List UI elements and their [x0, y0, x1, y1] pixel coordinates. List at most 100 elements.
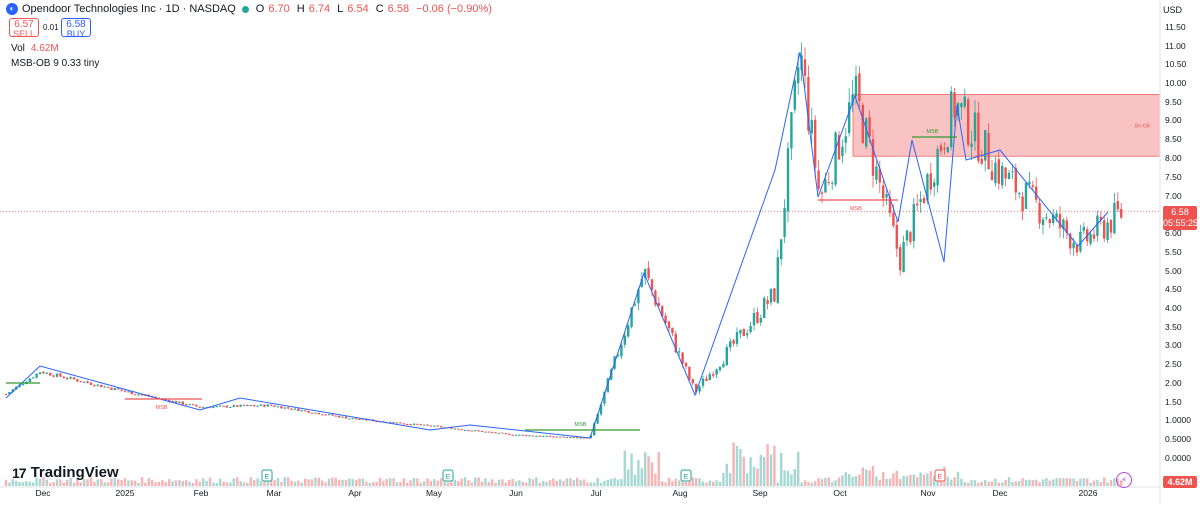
- candle-body: [191, 404, 195, 406]
- volume-bar: [365, 481, 368, 486]
- candle-body: [168, 400, 171, 402]
- candle-body: [936, 148, 939, 186]
- candle-body: [1120, 209, 1123, 218]
- candle-body: [256, 405, 259, 407]
- volume-bar: [157, 481, 161, 486]
- volume-bar: [559, 479, 562, 486]
- volume-bar: [174, 480, 178, 486]
- volume-bar: [831, 482, 834, 486]
- volume-bar: [69, 478, 72, 486]
- candle-body: [450, 427, 453, 429]
- volume-bar: [4, 479, 8, 486]
- candle-body: [246, 405, 249, 407]
- volume-bar: [385, 479, 388, 486]
- price-tick-label: 0.0000: [1165, 453, 1191, 463]
- candle-body: [280, 406, 283, 409]
- last-price-tag: 6.58 05:55:25: [1163, 206, 1198, 230]
- candle-body: [1062, 219, 1065, 229]
- close-label: C: [375, 3, 384, 15]
- candle-body: [620, 344, 623, 357]
- volume-bar: [470, 482, 473, 486]
- candle-body: [59, 373, 62, 377]
- msb-label: MSB: [156, 405, 168, 411]
- time-tick-label: 2026: [1079, 488, 1098, 498]
- candle-body: [185, 404, 188, 406]
- candle-body: [593, 423, 596, 436]
- volume-bar: [49, 482, 52, 486]
- candle-body: [1116, 201, 1119, 210]
- volume-bar: [185, 480, 188, 486]
- time-tick-label: Dec: [35, 488, 51, 498]
- symbol-header[interactable]: ◐ Opendoor Technologies Inc · 1D · NASDA…: [6, 3, 495, 15]
- earnings-marker-label: E: [938, 474, 943, 481]
- volume-bar: [956, 471, 960, 486]
- volume-bar: [698, 478, 701, 486]
- sell-button[interactable]: 6.57 SELL: [9, 18, 39, 39]
- candle-body: [491, 431, 494, 433]
- low-value: 6.54: [347, 3, 369, 15]
- volume-bar: [1038, 482, 1041, 486]
- volume-bar: [817, 478, 820, 486]
- candle-body: [419, 424, 422, 426]
- volume-bar: [715, 480, 718, 486]
- candle-body: [970, 143, 973, 147]
- candle-body: [270, 404, 273, 406]
- tradingview-logo[interactable]: 17 TradingView: [12, 464, 119, 481]
- volume-bar: [446, 482, 450, 486]
- candle-body: [715, 369, 718, 375]
- candle-body: [79, 381, 82, 383]
- volume-bar: [797, 451, 800, 486]
- candle-body: [616, 354, 620, 356]
- volume-bar: [763, 456, 766, 486]
- candle-body: [963, 96, 966, 107]
- volume-bar: [307, 479, 310, 486]
- zigzag-path: [5, 51, 1109, 439]
- indicator-legend[interactable]: MSB-OB 9 0.33 tiny: [11, 58, 100, 69]
- candle-body: [1014, 167, 1017, 193]
- volume-bar: [419, 482, 422, 486]
- candle-body: [783, 208, 786, 238]
- candle-body: [1096, 215, 1099, 236]
- volume-bar: [895, 470, 898, 486]
- candle-body: [28, 378, 31, 382]
- price-tick-label: 10.00: [1165, 78, 1187, 88]
- candle-body: [579, 437, 582, 439]
- change-value: −0.06 (−0.90%): [416, 3, 492, 15]
- volume-bar: [980, 481, 983, 486]
- volume-bar: [188, 481, 191, 486]
- candle-body: [977, 112, 980, 161]
- candle-body: [902, 241, 905, 273]
- volume-bar: [783, 470, 786, 486]
- volume-bar: [579, 480, 582, 486]
- volume-bar: [967, 482, 970, 486]
- volume-bar: [161, 480, 164, 486]
- volume-bar: [280, 482, 283, 486]
- candle-body: [293, 408, 297, 410]
- volume-bar: [1089, 482, 1092, 486]
- volume-bar: [137, 482, 140, 486]
- volume-bar: [926, 473, 929, 486]
- candle-body: [300, 410, 303, 412]
- high-label: H: [296, 3, 305, 15]
- lightning-icon[interactable]: ⚡: [1116, 472, 1132, 488]
- earnings-marker-label: E: [265, 474, 270, 481]
- symbol-title[interactable]: Opendoor Technologies Inc · 1D · NASDAQ: [22, 3, 236, 15]
- volume-legend[interactable]: Vol 4.62M: [11, 43, 59, 54]
- buy-button[interactable]: 6.58 BUY: [61, 18, 91, 39]
- volume-bar: [542, 480, 545, 486]
- volume-bar: [8, 482, 11, 486]
- candle-body: [1079, 231, 1082, 252]
- volume-bar: [310, 479, 314, 486]
- volume-bar: [722, 472, 725, 486]
- candle-body: [358, 419, 361, 421]
- volume-bar: [756, 468, 759, 486]
- volume-bar: [202, 478, 205, 486]
- candle-body: [1018, 193, 1021, 195]
- volume-bar: [15, 480, 18, 486]
- candle-body: [559, 436, 562, 438]
- volume-bar: [1079, 478, 1082, 486]
- candle-body: [487, 431, 490, 433]
- currency-label[interactable]: USD: [1162, 5, 1182, 15]
